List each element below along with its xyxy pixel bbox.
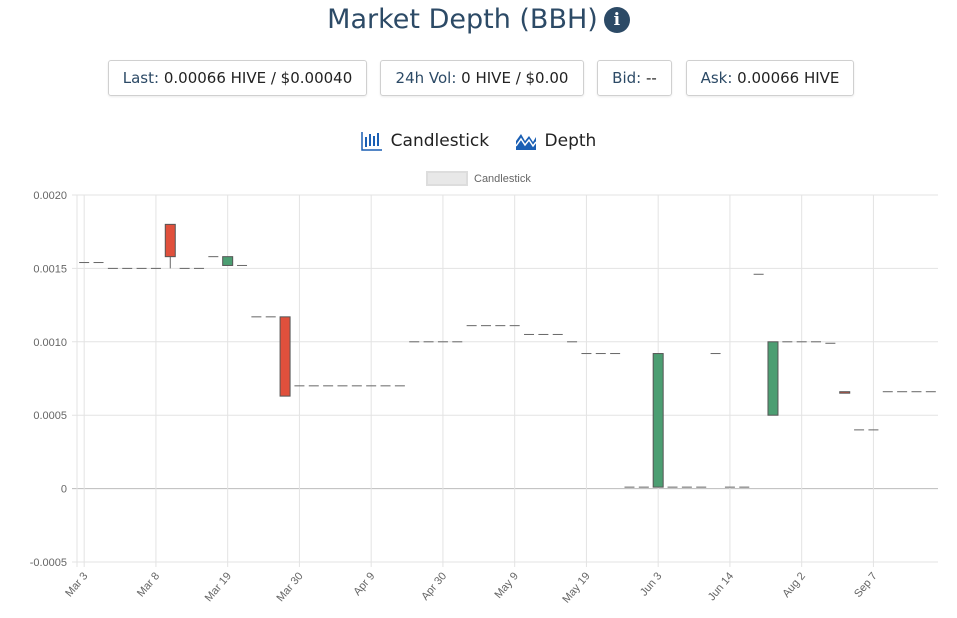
y-tick-label: 0.0020 bbox=[33, 190, 67, 202]
ask-stat: Ask: 0.00066 HIVE bbox=[686, 60, 854, 96]
page-title: Market Depth (BBH) i bbox=[0, 4, 957, 35]
candle-body bbox=[222, 256, 234, 266]
chart-legend[interactable]: Candlestick bbox=[426, 171, 531, 186]
x-tick-label: Apr 30 bbox=[419, 570, 449, 603]
candle-body bbox=[652, 353, 664, 488]
tab-depth[interactable]: Depth bbox=[514, 131, 597, 151]
title-text: Market Depth (BBH) bbox=[327, 4, 598, 35]
bid-stat: Bid: -- bbox=[597, 60, 672, 96]
chart-type-tabs: Candlestick Depth bbox=[0, 131, 957, 156]
x-tick-label: Jun 14 bbox=[706, 570, 736, 603]
x-tick-label: Mar 30 bbox=[275, 570, 306, 604]
stat-label: Last: bbox=[122, 69, 160, 87]
stat-label: Bid: bbox=[612, 69, 642, 87]
candle-body bbox=[164, 223, 176, 258]
depth-icon bbox=[514, 134, 537, 150]
candlestick-icon bbox=[360, 132, 382, 151]
y-tick-label: -0.0005 bbox=[30, 557, 67, 569]
x-tick-label: Mar 3 bbox=[63, 570, 90, 599]
x-tick-label: Mar 19 bbox=[203, 570, 234, 604]
volume-stat: 24h Vol: 0 HIVE / $0.00 bbox=[380, 60, 584, 96]
y-tick-label: 0.0015 bbox=[33, 263, 67, 275]
info-circle-icon[interactable]: i bbox=[603, 7, 630, 33]
y-tick-label: 0.0010 bbox=[33, 337, 67, 349]
tab-candlestick[interactable]: Candlestick bbox=[360, 131, 490, 151]
tab-label: Candlestick bbox=[390, 131, 490, 151]
stat-label: Ask: bbox=[700, 69, 733, 87]
stat-value: -- bbox=[646, 69, 657, 87]
legend-swatch bbox=[426, 171, 468, 186]
stat-label: 24h Vol: bbox=[395, 69, 457, 87]
x-tick-label: Aug 2 bbox=[780, 570, 808, 600]
x-tick-label: May 9 bbox=[493, 570, 521, 601]
candle-body bbox=[279, 316, 291, 397]
x-tick-label: May 19 bbox=[560, 570, 592, 605]
y-tick-label: 0.0005 bbox=[33, 410, 67, 422]
stat-value: 0.00066 HIVE / $0.00040 bbox=[163, 69, 353, 87]
last-price-stat: Last: 0.00066 HIVE / $0.00040 bbox=[108, 60, 367, 96]
legend-label: Candlestick bbox=[474, 172, 531, 185]
stat-value: 0 HIVE / $0.00 bbox=[461, 69, 569, 87]
y-tick-label: 0 bbox=[61, 484, 67, 496]
tab-label: Depth bbox=[544, 131, 597, 151]
x-tick-label: Apr 9 bbox=[351, 570, 377, 598]
x-tick-label: Sep 7 bbox=[852, 570, 880, 600]
candle-body bbox=[767, 341, 779, 416]
x-tick-label: Mar 8 bbox=[135, 570, 162, 599]
stat-value: 0.00066 HIVE bbox=[737, 69, 840, 87]
x-tick-label: Jun 3 bbox=[638, 570, 664, 598]
candle-body bbox=[839, 391, 851, 394]
